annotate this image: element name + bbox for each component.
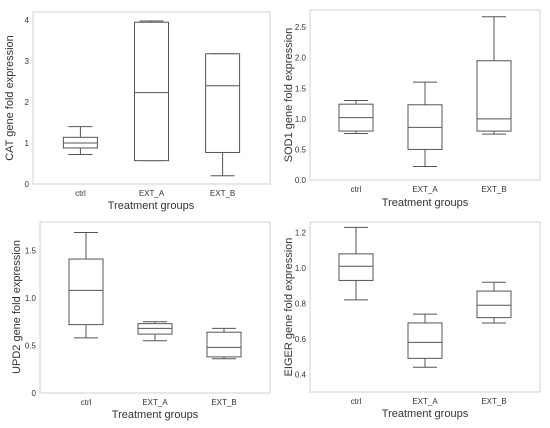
x-tick-label: EXT_A xyxy=(139,189,165,198)
iqr-box xyxy=(205,53,241,153)
x-axis-label: Treatment groups xyxy=(108,200,195,212)
x-tick-label: ctrl xyxy=(75,189,86,198)
iqr-box xyxy=(134,21,169,162)
box-ctrl xyxy=(68,231,104,339)
y-axis-label: EIGER gene fold expression xyxy=(283,238,295,377)
y-tick-label: 1.0 xyxy=(25,294,37,303)
panel-upd2: UPD2 gene fold expression Treatment grou… xyxy=(11,221,271,421)
y-tick-label: 2 xyxy=(25,98,30,107)
plot-frame xyxy=(309,221,541,393)
x-tick-labels: ctrl EXT_A EXT_B xyxy=(351,185,507,194)
y-tick-labels: 0 1 2 3 4 xyxy=(25,16,30,189)
y-tick-label: 2.0 xyxy=(295,54,307,63)
panel-sod1: SOD1 gene fold expression Treatment grou… xyxy=(283,9,541,209)
box-group xyxy=(338,226,512,368)
x-tick-label: EXT_B xyxy=(211,398,236,407)
panel-cat: CAT gene fold expression Treatment group… xyxy=(4,11,271,212)
iqr-box xyxy=(407,322,443,359)
box-ctrl xyxy=(62,126,98,156)
x-tick-labels: ctrl EXT_A EXT_B xyxy=(351,397,507,406)
y-tick-labels: 0 0.5 1.0 1.5 xyxy=(25,247,37,399)
y-tick-label: 0.6 xyxy=(295,335,307,344)
y-tick-label: 0.8 xyxy=(295,299,307,308)
y-tick-label: 3 xyxy=(25,57,30,66)
iqr-box xyxy=(338,253,374,281)
x-tick-label: EXT_B xyxy=(481,397,506,406)
box-group xyxy=(338,16,512,168)
x-axis-label: Treatment groups xyxy=(382,408,469,420)
y-tick-labels: 0.4 0.6 0.8 1.0 1.2 xyxy=(295,229,307,380)
x-tick-label: ctrl xyxy=(351,397,362,406)
box-ext-b xyxy=(476,281,512,324)
y-tick-label: 1 xyxy=(25,139,30,148)
box-ctrl xyxy=(338,100,374,135)
x-tick-label: EXT_A xyxy=(412,185,438,194)
box-ext-a xyxy=(134,20,169,162)
box-ext-b xyxy=(206,327,242,360)
iqr-box xyxy=(68,258,104,326)
y-tick-labels: 0.0 0.5 1.0 1.5 2.0 2.5 xyxy=(295,23,307,185)
y-tick-label: 1.0 xyxy=(295,264,307,273)
iqr-box xyxy=(476,290,512,319)
box-group xyxy=(62,20,241,177)
iqr-box xyxy=(206,331,242,358)
x-tick-label: EXT_A xyxy=(412,397,438,406)
plot-frame xyxy=(32,11,271,185)
x-tick-label: ctrl xyxy=(351,185,362,194)
box-ext-b xyxy=(476,16,512,135)
y-tick-label: 0.5 xyxy=(25,342,37,351)
y-tick-label: 1.0 xyxy=(295,115,307,124)
y-tick-label: 1.5 xyxy=(295,84,307,93)
y-tick-label: 0 xyxy=(32,389,37,398)
y-tick-label: 0.0 xyxy=(295,176,307,185)
box-ext-a xyxy=(407,313,443,368)
box-ctrl xyxy=(338,226,374,301)
y-tick-label: 0 xyxy=(25,180,30,189)
y-axis-label: UPD2 gene fold expression xyxy=(11,240,23,374)
y-tick-label: 4 xyxy=(25,16,30,25)
x-tick-label: EXT_B xyxy=(210,189,235,198)
y-tick-label: 1.5 xyxy=(25,247,37,256)
x-tick-label: EXT_A xyxy=(142,398,168,407)
plot-frame xyxy=(309,9,541,181)
x-tick-label: ctrl xyxy=(81,398,92,407)
y-tick-label: 0.4 xyxy=(295,370,307,379)
x-axis-label: Treatment groups xyxy=(112,409,199,421)
box-ext-a xyxy=(137,321,173,342)
iqr-box xyxy=(476,60,512,132)
y-tick-label: 0.5 xyxy=(295,145,307,154)
x-tick-labels: ctrl EXT_A EXT_B xyxy=(75,189,235,198)
panel-eiger: EIGER gene fold expression Treatment gro… xyxy=(283,221,541,420)
x-axis-label: Treatment groups xyxy=(382,197,469,209)
x-tick-label: EXT_B xyxy=(481,185,506,194)
y-axis-label: SOD1 gene fold expression xyxy=(283,28,295,163)
y-tick-label: 1.2 xyxy=(295,229,307,238)
y-axis-label: CAT gene fold expression xyxy=(4,35,16,161)
box-ext-b xyxy=(205,53,241,177)
x-tick-labels: ctrl EXT_A EXT_B xyxy=(81,398,237,407)
plot-frame xyxy=(39,221,271,394)
y-tick-label: 2.5 xyxy=(295,23,307,32)
box-ext-a xyxy=(407,81,443,168)
box-group xyxy=(68,231,242,360)
